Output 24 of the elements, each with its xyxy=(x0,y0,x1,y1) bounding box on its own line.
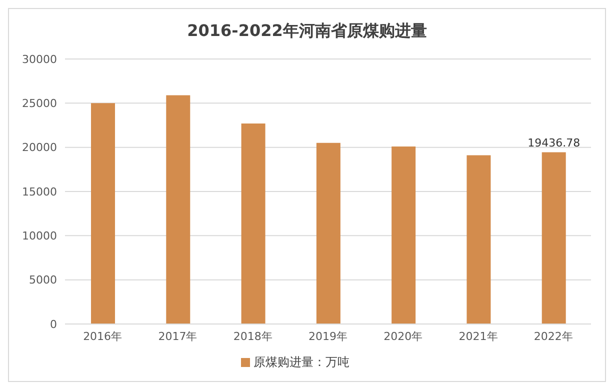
y-tick-label: 5000 xyxy=(29,274,57,287)
legend-label: 原煤购进量：万吨 xyxy=(254,355,350,369)
bar xyxy=(166,95,190,324)
x-tick-label: 2019年 xyxy=(308,330,348,343)
bar xyxy=(241,123,266,324)
x-tick-label: 2016年 xyxy=(83,330,122,343)
y-tick-label: 15000 xyxy=(22,185,57,198)
y-tick-label: 30000 xyxy=(22,52,57,66)
x-tick-label: 2017年 xyxy=(158,330,198,343)
bar xyxy=(316,142,340,324)
x-tick-label: 2022年 xyxy=(534,330,573,343)
y-tick-label: 0 xyxy=(50,318,57,331)
data-label: 19436.78 xyxy=(528,136,580,150)
x-tick-label: 2018年 xyxy=(233,330,272,343)
bar xyxy=(542,152,566,324)
y-tick-label: 25000 xyxy=(22,97,57,110)
bar xyxy=(466,155,491,324)
bar xyxy=(91,103,115,324)
x-tick-label: 2021年 xyxy=(458,330,498,343)
x-tick-label: 2020年 xyxy=(384,330,423,343)
y-tick-label: 10000 xyxy=(22,230,57,243)
chart-title: 2016-2022年河南省原煤购进量 xyxy=(186,21,428,42)
y-tick-label: 20000 xyxy=(22,141,57,154)
bar xyxy=(392,146,416,324)
